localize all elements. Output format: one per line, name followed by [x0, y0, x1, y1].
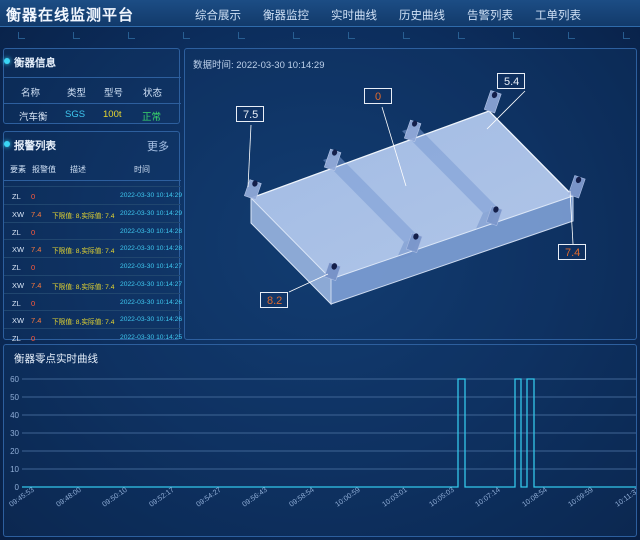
svg-text:20: 20: [10, 447, 19, 456]
svg-text:10: 10: [10, 465, 19, 474]
svg-text:40: 40: [10, 411, 19, 420]
svg-text:60: 60: [10, 375, 19, 384]
svg-text:50: 50: [10, 393, 19, 402]
svg-text:30: 30: [10, 429, 19, 438]
